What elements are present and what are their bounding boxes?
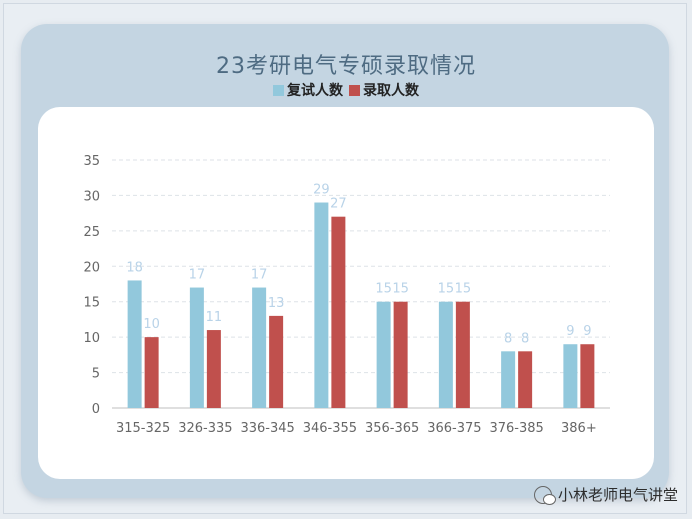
legend-item-0: 复试人数 bbox=[273, 80, 343, 100]
y-tick-label: 30 bbox=[83, 189, 100, 204]
bar-retest bbox=[252, 287, 267, 408]
watermark-text: 小林老师电气讲堂 bbox=[557, 486, 678, 504]
y-tick-label: 25 bbox=[83, 225, 100, 240]
wechat-icon bbox=[533, 485, 556, 505]
data-label: 18 bbox=[126, 260, 143, 275]
data-label: 15 bbox=[438, 282, 455, 297]
data-label: 8 bbox=[504, 331, 512, 346]
y-tick-label: 15 bbox=[83, 296, 100, 311]
bar-admitted bbox=[518, 351, 533, 408]
chart-title: 23考研电气专硕录取情况 bbox=[216, 54, 476, 79]
x-tick-label: 366-375 bbox=[427, 421, 481, 436]
legend-swatch-1 bbox=[349, 84, 360, 96]
bar-admitted bbox=[455, 301, 470, 408]
bar-retest bbox=[501, 351, 516, 408]
bar-retest bbox=[189, 287, 204, 408]
data-label: 9 bbox=[583, 324, 591, 339]
legend-label-1: 录取人数 bbox=[363, 83, 419, 99]
bar-retest bbox=[376, 301, 391, 408]
bar-retest bbox=[314, 202, 329, 408]
bar-admitted bbox=[144, 337, 159, 408]
bar-admitted bbox=[580, 344, 595, 408]
data-label: 15 bbox=[375, 282, 392, 297]
data-label: 17 bbox=[251, 268, 268, 283]
y-tick-label: 0 bbox=[92, 402, 100, 417]
y-tick-label: 5 bbox=[92, 367, 100, 382]
data-label: 8 bbox=[521, 331, 529, 346]
x-tick-label: 346-355 bbox=[303, 421, 357, 436]
data-label: 10 bbox=[143, 317, 160, 332]
chart-legend: 复试人数 录取人数 bbox=[0, 80, 692, 100]
x-tick-label: 315-325 bbox=[116, 421, 170, 436]
data-label: 17 bbox=[189, 268, 206, 283]
x-tick-label: 376-385 bbox=[489, 421, 543, 436]
bar-admitted bbox=[269, 315, 284, 408]
data-label: 15 bbox=[392, 282, 409, 297]
bar-admitted bbox=[206, 330, 221, 408]
y-tick-label: 10 bbox=[83, 331, 100, 346]
legend-item-1: 录取人数 bbox=[349, 80, 419, 100]
y-tick-label: 35 bbox=[83, 154, 100, 169]
data-label: 13 bbox=[268, 296, 285, 311]
x-tick-label: 336-345 bbox=[240, 421, 294, 436]
bar-admitted bbox=[393, 301, 408, 408]
data-label: 27 bbox=[330, 197, 347, 212]
watermark: 小林老师电气讲堂 bbox=[533, 484, 678, 505]
data-label: 29 bbox=[313, 183, 330, 198]
legend-label-0: 复试人数 bbox=[287, 83, 343, 99]
x-tick-label: 356-365 bbox=[365, 421, 419, 436]
bar-retest bbox=[127, 280, 142, 408]
bar-retest bbox=[438, 301, 453, 408]
legend-swatch-0 bbox=[273, 84, 284, 96]
x-tick-label: 386+ bbox=[561, 421, 597, 436]
data-label: 9 bbox=[566, 324, 574, 339]
bar-retest bbox=[563, 344, 578, 408]
data-label: 11 bbox=[206, 310, 223, 325]
data-label: 15 bbox=[455, 282, 472, 297]
y-tick-label: 20 bbox=[83, 260, 100, 275]
x-tick-label: 326-335 bbox=[178, 421, 232, 436]
bar-admitted bbox=[331, 216, 346, 408]
